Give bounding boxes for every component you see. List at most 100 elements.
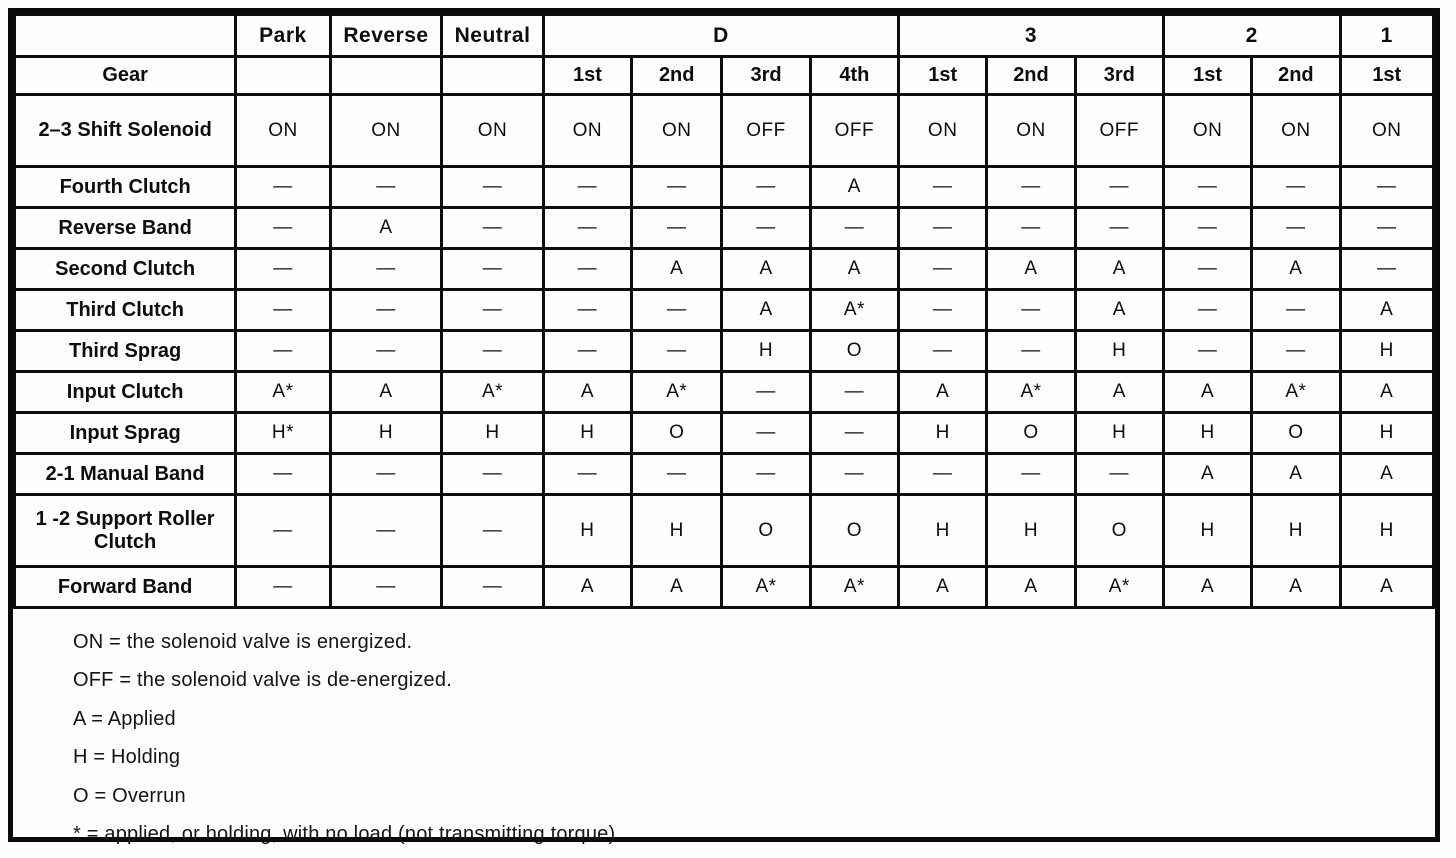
- legend-line: OFF = the solenoid valve is de-energized…: [73, 669, 452, 692]
- table-cell: —: [630, 452, 724, 496]
- table-cell: A: [1338, 565, 1436, 609]
- range-header-1: 1: [1338, 13, 1436, 58]
- range-header-3: 3: [897, 13, 1165, 58]
- table-cell: —: [1161, 165, 1254, 209]
- table-cell: —: [328, 329, 444, 373]
- table-cell: —: [1338, 206, 1436, 250]
- table-cell: —: [1161, 206, 1254, 250]
- table-cell: H: [541, 411, 634, 455]
- table-cell: —: [1250, 288, 1342, 332]
- table-cell: ON: [897, 93, 989, 168]
- table-cell: —: [985, 206, 1077, 250]
- table-cell: —: [985, 165, 1077, 209]
- table-cell: A: [541, 565, 634, 609]
- table-cell: O: [808, 329, 901, 373]
- table-cell: O: [630, 411, 724, 455]
- row-label: Third Sprag: [12, 329, 238, 373]
- table-cell: —: [720, 206, 812, 250]
- table-cell: —: [808, 370, 901, 414]
- table-cell: A*: [808, 288, 901, 332]
- table-cell: —: [328, 165, 444, 209]
- gear-label-cell: Gear: [12, 55, 238, 96]
- table-cell: A*: [720, 565, 812, 609]
- table-cell: A*: [808, 565, 901, 609]
- table-cell: H: [1161, 411, 1254, 455]
- table-cell: —: [1250, 165, 1342, 209]
- row-label: Fourth Clutch: [12, 165, 238, 209]
- gear-subheader: [440, 55, 545, 96]
- table-cell: —: [630, 288, 724, 332]
- table-cell: —: [897, 247, 989, 291]
- gear-subheader: 1st: [541, 55, 634, 96]
- table-cell: A: [720, 288, 812, 332]
- table-cell: H: [1338, 493, 1436, 568]
- table-cell: —: [897, 165, 989, 209]
- table-cell: A*: [1250, 370, 1342, 414]
- gear-subheader: 1st: [897, 55, 989, 96]
- table-cell: H: [720, 329, 812, 373]
- table-cell: ON: [440, 93, 545, 168]
- table-cell: H*: [234, 411, 332, 455]
- table-cell: H: [328, 411, 444, 455]
- table-cell: —: [630, 329, 724, 373]
- table-cell: A: [897, 565, 989, 609]
- table-cell: ON: [1250, 93, 1342, 168]
- table-cell: ON: [985, 93, 1077, 168]
- table-cell: A: [1073, 247, 1165, 291]
- table-cell: H: [897, 411, 989, 455]
- table-cell: —: [328, 493, 444, 568]
- table-cell: —: [440, 452, 545, 496]
- table-cell: A: [808, 247, 901, 291]
- range-header-reverse: Reverse: [328, 13, 444, 58]
- table-row: Third Clutch — — — — — A A* — — A — — A: [12, 288, 1436, 332]
- table-cell: ON: [234, 93, 332, 168]
- table-body: 2–3 Shift Solenoid ON ON ON ON ON OFF OFF ON ON OF…: [12, 93, 1436, 609]
- gear-subheader: 1st: [1338, 55, 1436, 96]
- table-cell: —: [234, 329, 332, 373]
- table-cell: —: [808, 452, 901, 496]
- table-cell: —: [1073, 452, 1165, 496]
- table-cell: —: [328, 247, 444, 291]
- table-cell: A: [1161, 565, 1254, 609]
- gear-subheader: [234, 55, 332, 96]
- table-cell: —: [1250, 206, 1342, 250]
- gear-header-row: Gear 1st 2nd 3rd 4th 1st 2nd 3rd 1st 2nd…: [12, 55, 1436, 96]
- gear-subheader: 2nd: [630, 55, 724, 96]
- legend-line: H = Holding: [73, 746, 181, 769]
- gear-subheader: 2nd: [985, 55, 1077, 96]
- table-row: Input Sprag H* H H H O — — H O H H O H: [12, 411, 1436, 455]
- table-cell: O: [808, 493, 901, 568]
- table-cell: A: [1338, 288, 1436, 332]
- table-cell: —: [440, 329, 545, 373]
- table-cell: A*: [630, 370, 724, 414]
- table-cell: —: [440, 206, 545, 250]
- legend-block: ON = the solenoid valve is energized. OFF…: [13, 609, 1435, 858]
- row-label: Third Clutch: [12, 288, 238, 332]
- row-label: Reverse Band: [12, 206, 238, 250]
- table-cell: A: [808, 165, 901, 209]
- row-label: 1 -2 Support Roller Clutch: [12, 493, 238, 568]
- table-cell: —: [720, 165, 812, 209]
- table-cell: OFF: [1073, 93, 1165, 168]
- range-header-row: Park Reverse Neutral D 3 2 1: [12, 13, 1436, 58]
- table-cell: —: [897, 206, 989, 250]
- gear-subheader: 1st: [1161, 55, 1254, 96]
- table-cell: —: [234, 452, 332, 496]
- table-cell: —: [234, 165, 332, 209]
- table-cell: —: [897, 452, 989, 496]
- table-cell: H: [1338, 411, 1436, 455]
- table-cell: —: [720, 370, 812, 414]
- table-cell: A: [1250, 247, 1342, 291]
- table-cell: H: [541, 493, 634, 568]
- table-cell: —: [234, 206, 332, 250]
- row-label: Second Clutch: [12, 247, 238, 291]
- table-row: Forward Band — — — A A A* A* A A A* A A A: [12, 565, 1436, 609]
- range-header-d: D: [541, 13, 901, 58]
- table-cell: —: [985, 452, 1077, 496]
- table-cell: A: [985, 247, 1077, 291]
- table-cell: A: [1073, 288, 1165, 332]
- table-cell: —: [985, 329, 1077, 373]
- table-cell: A: [1250, 452, 1342, 496]
- table-cell: ON: [630, 93, 724, 168]
